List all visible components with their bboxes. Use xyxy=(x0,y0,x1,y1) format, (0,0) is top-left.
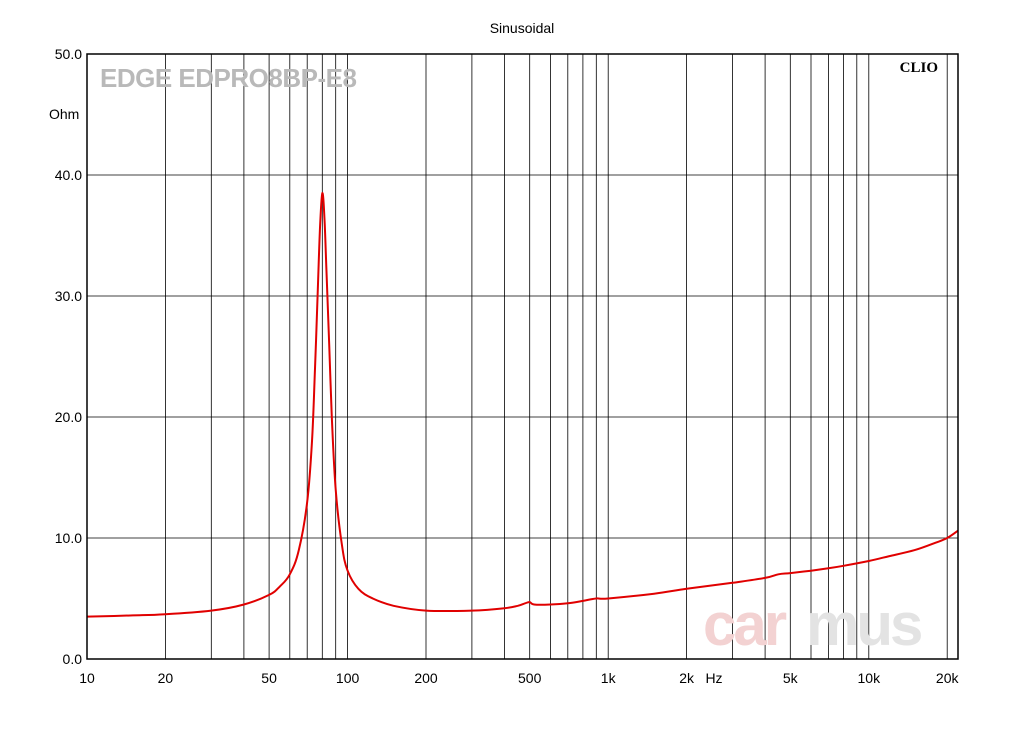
minor-gridlines xyxy=(164,54,948,659)
impedance-curve xyxy=(86,192,959,618)
x-tick-label: 2k xyxy=(679,670,695,686)
plot-area xyxy=(87,54,958,659)
y-tick-label: 40.0 xyxy=(55,167,82,183)
chart-title: Sinusoidal xyxy=(490,20,555,36)
x-tick-label: 5k xyxy=(783,670,799,686)
x-tick-label: 50 xyxy=(261,670,277,686)
x-tick-label: 100 xyxy=(336,670,360,686)
y-axis-unit: Ohm xyxy=(49,106,79,122)
x-tick-label: 20 xyxy=(158,670,174,686)
x-axis-unit: Hz xyxy=(705,670,722,686)
y-tick-label: 30.0 xyxy=(55,288,82,304)
watermark-text-mus: mus xyxy=(806,591,921,658)
plot-frame xyxy=(86,53,959,660)
y-tick-label: 0.0 xyxy=(63,651,83,667)
y-tick-label: 10.0 xyxy=(55,530,82,546)
y-tick-label: 20.0 xyxy=(55,409,82,425)
major-gridlines xyxy=(87,174,958,539)
x-tick-label: 10k xyxy=(858,670,882,686)
x-tick-label: 20k xyxy=(936,670,960,686)
x-tick-label: 500 xyxy=(518,670,542,686)
watermark: car mus xyxy=(703,591,924,658)
brand-label: CLIO xyxy=(900,60,938,76)
product-label: EDGE EDPRO8BP-E8 xyxy=(100,63,356,93)
watermark-text-car: car xyxy=(703,591,787,658)
x-tick-label: 200 xyxy=(414,670,438,686)
y-tick-label: 50.0 xyxy=(55,46,82,62)
x-tick-label: 10 xyxy=(79,670,95,686)
x-tick-label: 1k xyxy=(601,670,617,686)
x-axis-ticks: 10 20 50 100 200 500 1k 2k 5k 10k 20k xyxy=(79,670,959,686)
y-axis-ticks: 0.0 10.0 20.0 30.0 40.0 50.0 xyxy=(55,46,82,667)
